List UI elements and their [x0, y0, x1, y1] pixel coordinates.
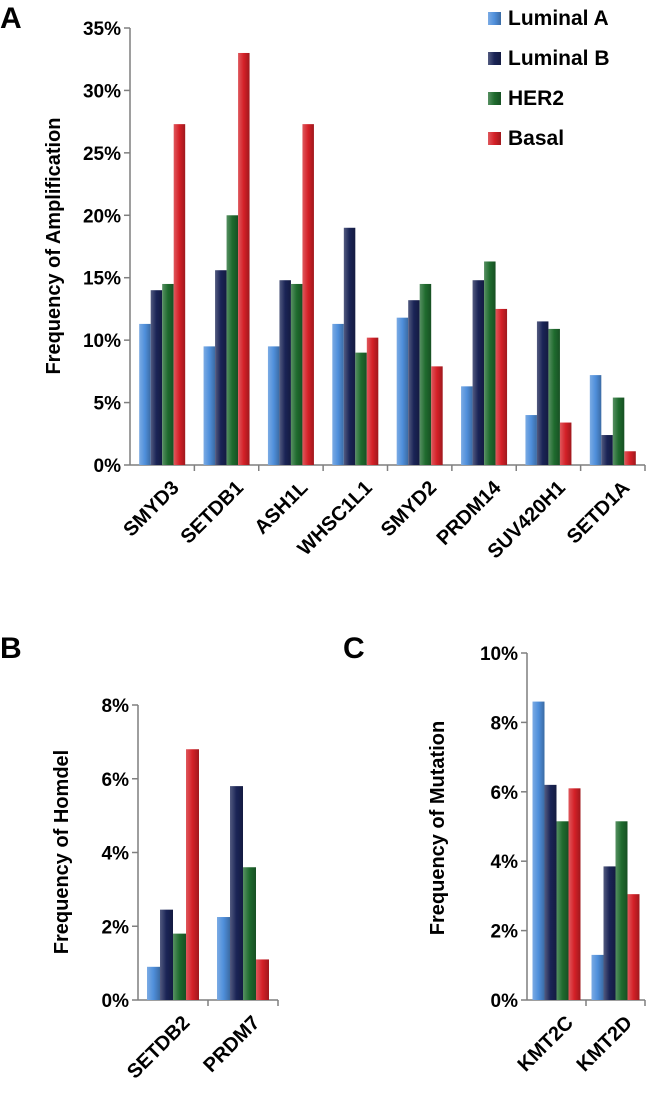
- panel-a-bar-smyd3-luminal-b: [150, 290, 163, 465]
- panel-a-bar-whsc1l1-basal: [366, 337, 379, 465]
- panel-a-bar-smyd2-basal: [431, 366, 443, 465]
- panel-b-chart: B 0% 2% 4% 6% 8% Frequency of Homdel SETDB2 PRD…: [0, 632, 279, 1083]
- legend-swatch-basal: [488, 132, 501, 145]
- panel-a-bar-smyd2-her2: [419, 283, 432, 465]
- panel-a-bar-prdm14-her2: [484, 261, 496, 465]
- panel-c-y-tick-label: 2%: [491, 922, 519, 943]
- panel-a-bar-prdm14-luminal-a: [461, 386, 473, 465]
- panel-a-category-label: SMYD2: [377, 477, 441, 541]
- legend-swatch-her2: [488, 92, 501, 105]
- panel-b-category-label: SETDB2: [123, 1012, 194, 1083]
- panel-a-bar-setdb1-luminal-a: [203, 346, 216, 465]
- panel-b-y-tick-label: 4%: [102, 844, 130, 865]
- panel-c-bar-kmt2c-her2: [556, 821, 569, 1000]
- panel-b-bar-setdb2-her2: [173, 933, 186, 1000]
- panel-b-label: B: [0, 632, 22, 665]
- panel-b-category-label: PRDM7: [199, 1012, 264, 1077]
- panel-b-y-axis-title: Frequency of Homdel: [51, 750, 73, 954]
- panel-a-y-tick-label: 10%: [83, 331, 121, 352]
- panel-a-bar-whsc1l1-luminal-a: [332, 323, 344, 465]
- panel-c-bar-kmt2c-luminal-b: [544, 784, 557, 1000]
- panel-a-bar-suv420h1-luminal-a: [525, 415, 537, 465]
- panel-a-bar-prdm14-luminal-b: [472, 280, 485, 465]
- panel-c-bar-kmt2c-basal: [568, 788, 581, 1000]
- panel-a-bar-smyd3-basal: [173, 124, 186, 465]
- legend-swatch-luminal-b: [488, 52, 501, 65]
- panel-c-chart: C 0% 2% 4% 6% 8% 10% Frequency of Mutation KMT2…: [343, 632, 646, 1076]
- panel-a-bar-smyd2-luminal-a: [396, 317, 409, 465]
- panel-a-bar-prdm14-basal: [495, 308, 508, 465]
- panel-c-y-tick-label: 6%: [491, 783, 519, 804]
- legend-label-luminal-a: Luminal A: [508, 7, 609, 30]
- panel-a-category-label: SMYD3: [119, 477, 183, 541]
- panel-c-bar-kmt2d-luminal-a: [591, 954, 604, 1000]
- panel-b-bar-prdm7-basal: [256, 959, 269, 1000]
- panel-a-bar-suv420h1-her2: [548, 328, 560, 465]
- panel-a-bar-ash1l-her2: [290, 283, 303, 465]
- panel-a-y-tick-label: 5%: [94, 394, 122, 415]
- legend-label-luminal-b: Luminal B: [508, 47, 610, 70]
- legend-label-her2: HER2: [508, 87, 564, 110]
- panel-a-bar-ash1l-basal: [302, 124, 314, 465]
- panel-a-bar-setd1a-basal: [624, 451, 636, 465]
- panel-b-y-tick-label: 0%: [102, 991, 130, 1012]
- panel-c-bar-kmt2d-her2: [615, 821, 628, 1000]
- panel-c-bar-kmt2c-luminal-a: [532, 701, 545, 1000]
- panel-c-y-tick-label: 10%: [480, 644, 518, 665]
- panel-b-bar-prdm7-luminal-b: [230, 786, 243, 1000]
- panel-a-bar-setd1a-luminal-a: [589, 375, 602, 465]
- panel-b-y-tick-label: 6%: [102, 770, 130, 791]
- panel-b-bar-prdm7-her2: [243, 867, 256, 1000]
- panel-b-bar-setdb2-luminal-b: [160, 909, 173, 1000]
- panel-a-bar-setdb1-her2: [226, 215, 239, 465]
- panel-a-y-tick-label: 20%: [83, 206, 121, 227]
- panel-c-category-label: KMT2C: [514, 1012, 578, 1076]
- panel-c-bar-kmt2d-basal: [627, 894, 640, 1000]
- panel-a-bar-suv420h1-basal: [559, 422, 572, 465]
- panel-c-y-tick-label: 0%: [491, 991, 519, 1012]
- panel-c-y-tick-label: 8%: [491, 713, 519, 734]
- panel-a-category-label: SETD1A: [563, 477, 634, 548]
- panel-a-bar-smyd2-luminal-b: [408, 300, 420, 465]
- panel-b-y-tick-label: 8%: [102, 696, 130, 717]
- panel-a-y-tick-label: 25%: [83, 144, 121, 165]
- panel-c-category-label: KMT2D: [573, 1012, 637, 1076]
- panel-a-y-tick-label: 15%: [83, 269, 121, 290]
- panel-a-bar-setd1a-luminal-b: [601, 435, 613, 465]
- panel-c-y-axis-title: Frequency of Mutation: [427, 721, 449, 935]
- panel-a-bar-setd1a-her2: [612, 397, 625, 465]
- panel-a-bar-setdb1-luminal-b: [215, 270, 227, 465]
- panel-b-bar-setdb2-basal: [186, 749, 199, 1000]
- legend-swatch-luminal-a: [488, 12, 501, 25]
- panel-a-bar-suv420h1-luminal-b: [536, 321, 549, 465]
- panel-b-y-tick-label: 2%: [102, 917, 130, 938]
- panel-a-chart: A 0% 5% 10% 15% 20% 25% 30% 35% Frequency of Amp…: [0, 2, 646, 563]
- panel-a-bar-ash1l-luminal-b: [279, 280, 291, 465]
- panel-b-bar-setdb2-luminal-a: [147, 966, 160, 1000]
- panel-a-category-label: ASH1L: [250, 477, 312, 539]
- panel-a-bar-smyd3-her2: [162, 283, 174, 465]
- panel-a-bar-ash1l-luminal-a: [267, 346, 280, 465]
- panel-c-label: C: [343, 632, 365, 665]
- panel-a-bar-whsc1l1-luminal-b: [343, 227, 356, 465]
- panel-a-bar-whsc1l1-her2: [355, 352, 367, 465]
- panel-a-category-label: SETDB1: [177, 477, 248, 548]
- panel-a-bar-smyd3-luminal-a: [139, 323, 151, 465]
- panel-c-y-tick-label: 4%: [491, 852, 519, 873]
- panel-a-y-tick-label: 35%: [83, 19, 121, 40]
- panel-a-bar-setdb1-basal: [238, 52, 250, 465]
- legend-label-basal: Basal: [508, 127, 564, 150]
- panel-a-y-tick-label: 30%: [83, 81, 121, 102]
- panel-a-y-axis-title: Frequency of Amplification: [43, 117, 65, 374]
- panel-b-bar-prdm7-luminal-a: [217, 917, 230, 1000]
- panel-a-label: A: [0, 2, 22, 35]
- panel-c-bar-kmt2d-luminal-b: [603, 866, 616, 1000]
- panel-a-y-tick-label: 0%: [94, 456, 122, 477]
